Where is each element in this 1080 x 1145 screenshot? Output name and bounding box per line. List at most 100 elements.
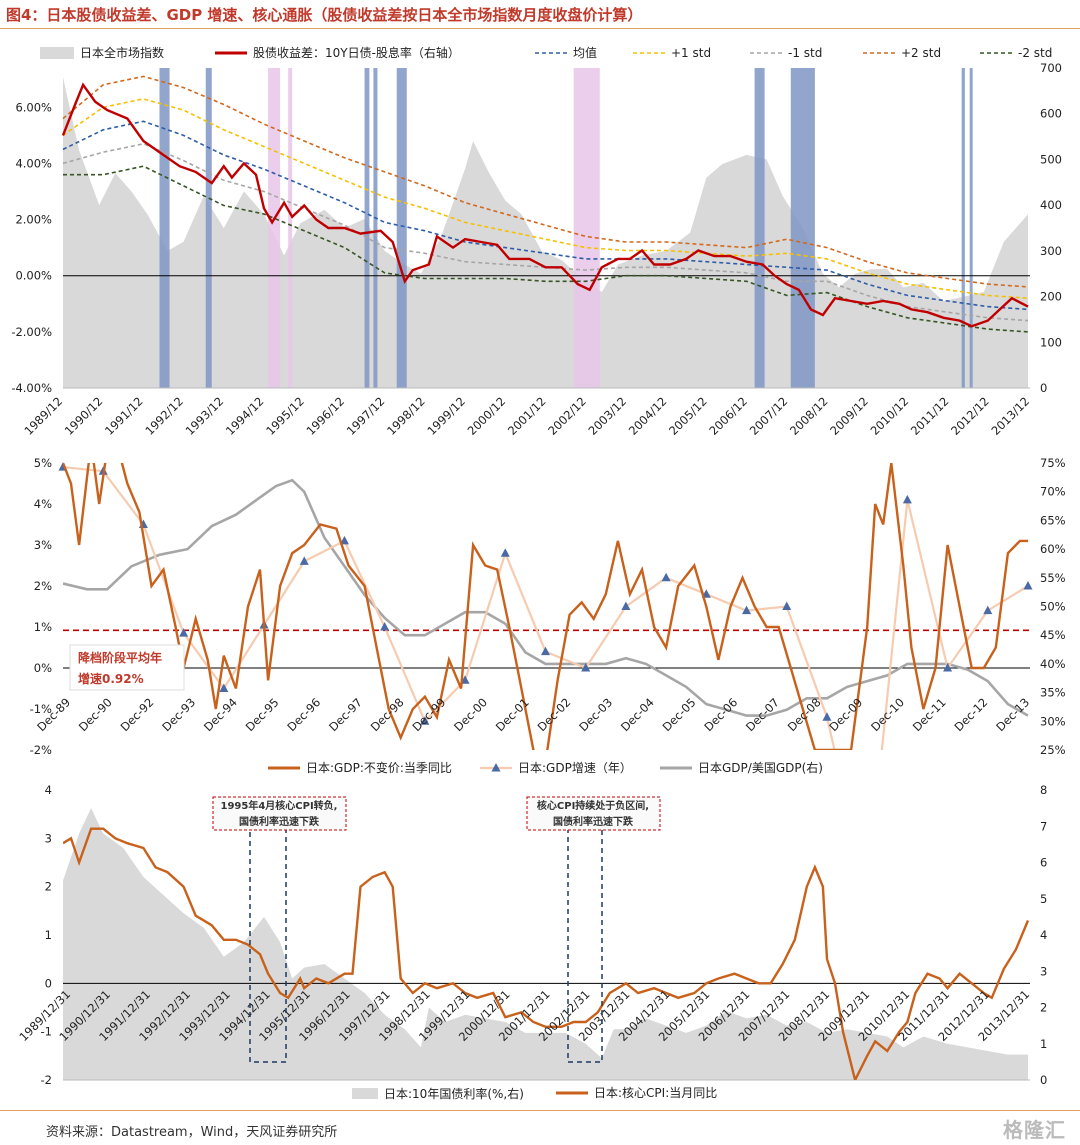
x-tick-6: 1995/12 [263, 394, 307, 438]
pink-band-1 [288, 68, 293, 388]
index-area [63, 77, 1028, 388]
legend-bond-swatch [352, 1088, 378, 1099]
x-tick-2-14: Dec-04 [618, 695, 657, 734]
x-tick-2-3: Dec-93 [159, 695, 198, 734]
x-tick-0: 1989/12 [21, 394, 65, 438]
legend-ratio-label: 日本GDP/美国GDP(右) [698, 760, 823, 775]
bottom-divider [0, 1110, 1080, 1111]
y-right-tick-2-10: 25% [1040, 743, 1066, 757]
y-right-tick-3-0: 8 [1040, 783, 1047, 797]
y-left-tick-2-0: 5% [34, 456, 52, 470]
ratio-line [63, 478, 1029, 717]
y-right-tick-2-6: 45% [1040, 628, 1066, 642]
y-left-tick-3-2: 2 [45, 880, 52, 894]
x-tick-1: 1990/12 [62, 394, 106, 438]
x-tick-22: 2011/12 [908, 394, 952, 438]
cpi-line [63, 827, 1030, 1080]
gdp-annual-marker-23 [983, 605, 993, 615]
blue-band-7 [961, 68, 965, 388]
blue-band-5 [754, 68, 765, 388]
y-left-tick-2-5: 0% [34, 661, 52, 675]
gdp-annual-marker-17 [742, 605, 752, 615]
y-left-tick-3-0: 4 [45, 783, 52, 797]
legend-index-label: 日本全市场指数 [80, 45, 164, 60]
top-divider [0, 28, 1080, 29]
y-right-tick-3-4: 4 [1040, 928, 1047, 942]
annotation-box-2 [567, 827, 603, 1063]
legend-p1-label: +1 std [671, 46, 711, 60]
reference-label-line-1: 降档阶段平均年 [78, 650, 162, 665]
y-right-tick-0: 700 [1040, 61, 1062, 75]
x-tick-3: 1992/12 [142, 394, 186, 438]
legend-m2-label: -2 std [1018, 46, 1052, 60]
y-right-tick-3-1: 7 [1040, 819, 1047, 833]
x-tick-2-7: Dec-97 [326, 695, 365, 734]
gdp-annual-marker-13 [581, 663, 591, 672]
annotation-2: 核心CPI持续处于负区间, 国债利率迅速下跌 [526, 796, 661, 831]
y-left-tick-3: 0.00% [15, 269, 52, 283]
y-left-tick-4: -2.00% [11, 325, 52, 339]
y-left-tick-3-6: -2 [41, 1073, 52, 1087]
legend-bond-label: 日本:10年国债利率(%,右) [384, 1086, 524, 1101]
annotation-1: 1995年4月核心CPI转负, 国债利率迅速下跌 [212, 796, 347, 831]
m1-line [62, 142, 1029, 322]
blue-band-6 [790, 68, 815, 388]
y-left-tick-2-3: 2% [34, 579, 52, 593]
y-right-tick-1: 600 [1040, 107, 1062, 121]
legend-gdp-q-label: 日本:GDP:不变价:当季同比 [306, 760, 452, 775]
y-right-tick-4: 300 [1040, 244, 1062, 258]
annotation-1-bg [212, 796, 347, 831]
y-right-tick-3-6: 2 [1040, 1001, 1047, 1015]
x-tick-2-2: Dec-92 [118, 695, 157, 734]
page-title: 图4：日本股债收益差、GDP 增速、核心通胀（股债收益差按日本全市场指数月度收盘… [6, 6, 643, 24]
pink-band-2 [573, 68, 600, 388]
y-right-tick-2-2: 65% [1040, 513, 1066, 527]
legend-cpi-label: 日本:核心CPI:当月同比 [594, 1086, 717, 1100]
x-tick-11: 2000/12 [465, 394, 509, 438]
annotation-2-bg [526, 796, 661, 831]
y-left-tick-0: 6.00% [15, 100, 52, 114]
bond-area [63, 808, 1028, 1080]
x-tick-12: 2001/12 [505, 394, 549, 438]
y-left-tick-2-1: 4% [34, 497, 52, 511]
y-right-tick-3-7: 1 [1040, 1037, 1047, 1051]
legend-gdp-y-marker [491, 763, 501, 772]
y-left-tick-2-7: -2% [30, 743, 52, 757]
legend-1: 日本全市场指数 股债收益差：10Y日债-股息率（右轴） 均值 +1 std -1 std… [40, 45, 1052, 60]
gdp-quarterly-line [63, 463, 1028, 750]
gdp-annual-marker-3 [179, 628, 189, 637]
watermark-logo: 格隆汇 [1003, 1118, 1066, 1142]
y-left-tick-2-6: -1% [30, 702, 52, 716]
y-right-tick-2: 500 [1040, 152, 1062, 166]
y-left-tick-3-5: -1 [41, 1025, 52, 1039]
annotation-1-line-2: 国债利率迅速下跌 [239, 815, 320, 828]
y-left-tick-3-1: 3 [45, 831, 52, 845]
chart-canvas: 6.00%4.00%2.00%0.00%-2.00%-4.00%70060050… [11, 45, 1066, 1101]
y-right-tick-2-0: 75% [1040, 456, 1066, 470]
y-right-tick-2-4: 55% [1040, 571, 1066, 585]
x-tick-2-13: Dec-03 [576, 695, 615, 734]
x-tick-19: 2008/12 [787, 394, 831, 438]
annotation-2-line-1: 核心CPI持续处于负区间, [537, 799, 649, 812]
x-tick-5: 1994/12 [223, 394, 267, 438]
y-left-tick-2: 2.00% [15, 213, 52, 227]
legend-m1-label: -1 std [788, 46, 822, 60]
y-right-tick-2-5: 50% [1040, 600, 1066, 614]
gdp-annual-marker-14 [621, 601, 631, 610]
blue-band-4 [396, 68, 407, 388]
x-tick-17: 2006/12 [706, 394, 750, 438]
gdp-annual-marker-11 [500, 548, 510, 557]
y-right-tick-7: 0 [1040, 381, 1047, 395]
reference-label-bg [69, 644, 185, 691]
panel-core-cpi: 43210-1-28765432101989/12/311990/12/3119… [16, 783, 1047, 1101]
x-tick-14: 2003/12 [586, 394, 630, 438]
legend-mean-label: 均值 [573, 45, 597, 60]
x-tick-2: 1991/12 [102, 394, 146, 438]
source-note: 资料来源：Datastream，Wind，天风证券研究所 [46, 1125, 338, 1140]
gdp-annual-marker-18 [782, 601, 792, 610]
x-tick-2-6: Dec-96 [284, 695, 323, 734]
y-right-tick-3-2: 6 [1040, 856, 1047, 870]
x-tick-10: 1999/12 [424, 394, 468, 438]
x-tick-16: 2005/12 [666, 394, 710, 438]
legend-p2-label: +2 std [901, 46, 941, 60]
